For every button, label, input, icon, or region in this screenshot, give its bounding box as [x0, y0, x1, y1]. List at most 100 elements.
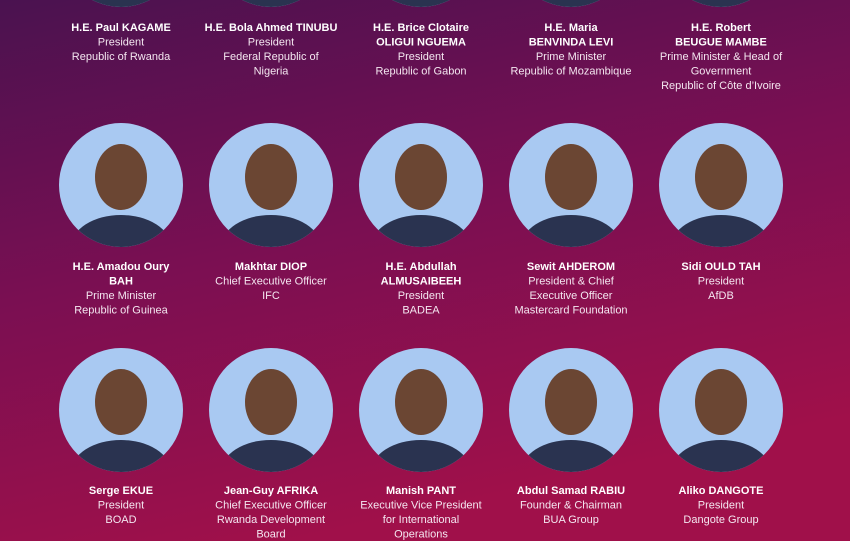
shoulders: [371, 215, 471, 247]
speaker-card: Manish PANT Executive Vice President for I…: [359, 348, 483, 540]
speaker-card: Aliko DANGOTE President Dangote Group: [659, 348, 783, 526]
speaker-role: AfDB: [708, 290, 734, 302]
speaker-role: Chief Executive Officer: [215, 275, 327, 287]
speaker-role: Republic of Mozambique: [510, 65, 631, 77]
speaker-role: IFC: [262, 290, 280, 302]
portrait-figure: [371, 144, 471, 247]
shoulders: [221, 215, 321, 247]
speaker-name: H.E. Robert: [691, 22, 751, 34]
speaker-name: Aliko DANGOTE: [679, 485, 764, 497]
speaker-name: BENVINDA LEVI: [529, 36, 614, 48]
speaker-role: President: [98, 36, 144, 48]
speaker-name: H.E. Bola Ahmed TINUBU: [205, 22, 338, 34]
speaker-name: Makhtar DIOP: [235, 261, 307, 273]
speaker-name: Sidi OULD TAH: [681, 261, 760, 273]
shoulders: [71, 440, 171, 472]
speaker-card: H.E. Bola Ahmed TINUBU President Federal R…: [205, 0, 338, 77]
speaker-role: Republic of Gabon: [375, 65, 466, 77]
speaker-role: Nigeria: [254, 65, 290, 77]
speaker-card: Sidi OULD TAH President AfDB: [659, 123, 783, 302]
head: [245, 144, 297, 210]
portrait-figure: [671, 369, 771, 472]
head: [245, 369, 297, 435]
head: [545, 144, 597, 210]
portrait-figure: [521, 369, 621, 472]
speaker-role: President: [398, 290, 444, 302]
speaker-name: Manish PANT: [386, 485, 456, 497]
shoulders: [521, 215, 621, 247]
speaker-role: Government: [691, 65, 752, 77]
speaker-card: Sewit AHDEROM President & Chief Executive …: [509, 123, 633, 316]
speaker-role: for International: [383, 514, 459, 526]
shoulders: [71, 215, 171, 247]
speaker-name: Abdul Samad RABIU: [517, 485, 625, 497]
speaker-role: BADEA: [402, 304, 440, 316]
speaker-role: President: [398, 51, 444, 63]
speaker-name: Jean-Guy AFRIKA: [224, 485, 318, 497]
speaker-role: BOAD: [105, 514, 136, 526]
speaker-card: Abdul Samad RABIU Founder & Chairman BUA G…: [509, 348, 633, 526]
speaker-name: BAH: [109, 275, 133, 287]
speaker-name: H.E. Abdullah: [385, 261, 456, 273]
shoulders: [371, 440, 471, 472]
speaker-card: H.E. Abdullah ALMUSAIBEEH President BADEA: [359, 123, 483, 316]
speaker-card: H.E. Brice Clotaire OLIGUI NGUEMA Presiden…: [371, 0, 471, 77]
portrait-figure: [71, 369, 171, 472]
portrait-figure: [71, 144, 171, 247]
speaker-role: President: [98, 499, 144, 511]
speaker-role: Operations: [394, 528, 448, 540]
head: [95, 369, 147, 435]
head: [95, 144, 147, 210]
speaker-role: Chief Executive Officer: [215, 499, 327, 511]
speaker-name: BEUGUE MAMBE: [675, 36, 767, 48]
portrait-figure: [221, 369, 321, 472]
portrait-figure: [221, 144, 321, 247]
speaker-role: President: [698, 275, 744, 287]
speaker-role: BUA Group: [543, 514, 599, 526]
shoulders: [221, 440, 321, 472]
speaker-role: Mastercard Foundation: [514, 304, 627, 316]
speaker-name: OLIGUI NGUEMA: [376, 36, 466, 48]
speaker-role: President: [248, 36, 294, 48]
speaker-card: Serge EKUE President BOAD: [59, 348, 183, 526]
head: [395, 369, 447, 435]
speaker-role: Republic of Côte d’Ivoire: [661, 80, 781, 92]
speaker-name: Sewit AHDEROM: [527, 261, 615, 273]
speaker-role: Founder & Chairman: [520, 499, 622, 511]
speaker-card: H.E. Robert BEUGUE MAMBE Prime Minister & …: [660, 0, 783, 92]
speaker-name: H.E. Maria: [544, 22, 598, 34]
portrait-figure: [671, 144, 771, 247]
shoulders: [671, 440, 771, 472]
speaker-name: H.E. Paul KAGAME: [71, 22, 171, 34]
head: [395, 144, 447, 210]
head: [695, 369, 747, 435]
speaker-card: Makhtar DIOP Chief Executive Officer IFC: [209, 123, 333, 302]
head: [545, 369, 597, 435]
speaker-name: H.E. Amadou Oury: [73, 261, 171, 273]
speaker-name: ALMUSAIBEEH: [381, 275, 462, 287]
speaker-role: Dangote Group: [683, 514, 758, 526]
speaker-role: Prime Minister & Head of: [660, 51, 783, 63]
speaker-card: H.E. Maria BENVINDA LEVI Prime Minister Rep…: [510, 0, 632, 77]
speaker-role: President: [698, 499, 744, 511]
portrait-figure: [521, 144, 621, 247]
speaker-role: Executive Officer: [530, 290, 613, 302]
speaker-role: Prime Minister: [536, 51, 607, 63]
shoulders: [521, 440, 621, 472]
speaker-role: Republic of Guinea: [74, 304, 168, 316]
speaker-role: Federal Republic of: [223, 51, 319, 63]
speaker-role: Republic of Rwanda: [72, 51, 171, 63]
portrait-figure: [371, 369, 471, 472]
speaker-role: Executive Vice President: [360, 499, 481, 511]
speaker-name: H.E. Brice Clotaire: [373, 22, 469, 34]
shoulders: [671, 215, 771, 247]
speaker-card: H.E. Paul KAGAME President Republic of Rwa…: [71, 0, 171, 63]
speaker-role: Rwanda Development: [217, 514, 325, 526]
speaker-role: President & Chief: [528, 275, 615, 287]
head: [695, 144, 747, 210]
speaker-role: Board: [256, 528, 285, 540]
speaker-name: Serge EKUE: [89, 485, 153, 497]
speaker-card: H.E. Amadou Oury BAH Prime Minister Republi…: [59, 123, 183, 316]
